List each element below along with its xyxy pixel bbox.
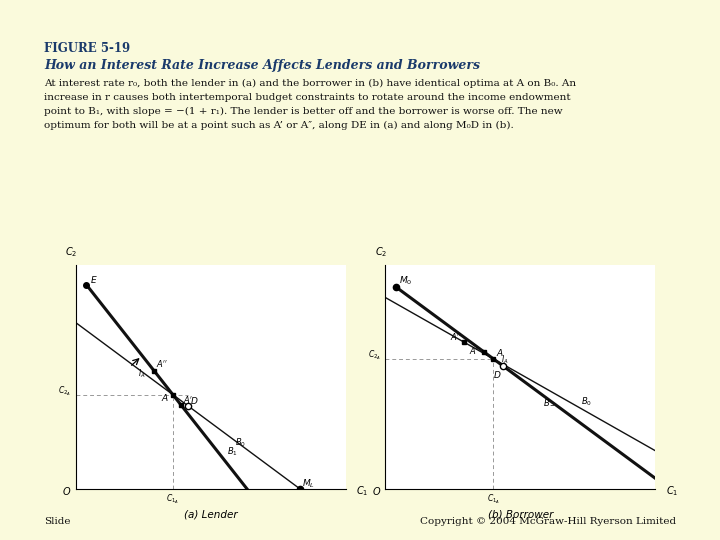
Text: $M_L$: $M_L$ [302, 477, 315, 490]
Text: $A'$: $A'$ [183, 394, 194, 404]
Text: $B_0$: $B_0$ [235, 436, 246, 449]
Text: $E$: $E$ [91, 274, 98, 285]
Text: $B_1$: $B_1$ [227, 445, 238, 458]
Text: $D$: $D$ [190, 395, 199, 407]
Text: $O$: $O$ [372, 485, 381, 497]
Text: FIGURE 5-19: FIGURE 5-19 [44, 42, 130, 55]
Text: $B_0$: $B_0$ [581, 395, 592, 408]
Text: $C_{2_A}$: $C_{2_A}$ [368, 349, 381, 362]
Text: increase in r causes both intertemporal budget constraints to rotate around the : increase in r causes both intertemporal … [44, 93, 571, 102]
Text: $A''$: $A''$ [450, 330, 462, 342]
Text: $C_1$: $C_1$ [666, 484, 678, 498]
Text: (b) Borrower: (b) Borrower [487, 510, 553, 520]
Text: $D$: $D$ [493, 369, 502, 380]
Text: $A$: $A$ [161, 392, 168, 403]
Text: $I_A$: $I_A$ [138, 367, 145, 380]
Text: Slide: Slide [44, 517, 71, 526]
Text: $O$: $O$ [62, 485, 71, 497]
Text: $A$: $A$ [496, 347, 504, 359]
Text: optimum for both will be at a point such as A’ or A″, along DE in (a) and along : optimum for both will be at a point such… [44, 121, 514, 130]
Text: $A''$: $A''$ [156, 357, 168, 368]
Text: $B_-$: $B_-$ [543, 397, 557, 407]
Text: $C_2$: $C_2$ [375, 246, 387, 259]
Text: $C_2$: $C_2$ [66, 246, 78, 259]
Text: $M_0$: $M_0$ [399, 275, 412, 287]
Text: $A'$: $A'$ [469, 345, 480, 356]
Text: $C_{1_A}$: $C_{1_A}$ [487, 492, 500, 505]
Text: point to B₁, with slope = −(1 + r₁). The lender is better off and the borrower i: point to B₁, with slope = −(1 + r₁). The… [44, 107, 562, 116]
Text: $C_1$: $C_1$ [356, 484, 369, 498]
Text: $I_A$: $I_A$ [501, 353, 509, 366]
Text: (a) Lender: (a) Lender [184, 510, 238, 520]
Text: How an Interest Rate Increase Affects Lenders and Borrowers: How an Interest Rate Increase Affects Le… [44, 59, 480, 72]
Text: $C_{1_A}$: $C_{1_A}$ [166, 492, 179, 505]
Text: $C_{2_A}$: $C_{2_A}$ [58, 384, 71, 398]
Text: At interest rate r₀, both the lender in (a) and the borrower in (b) have identic: At interest rate r₀, both the lender in … [44, 79, 576, 88]
Text: Copyright © 2004 McGraw-Hill Ryerson Limited: Copyright © 2004 McGraw-Hill Ryerson Lim… [420, 517, 676, 526]
